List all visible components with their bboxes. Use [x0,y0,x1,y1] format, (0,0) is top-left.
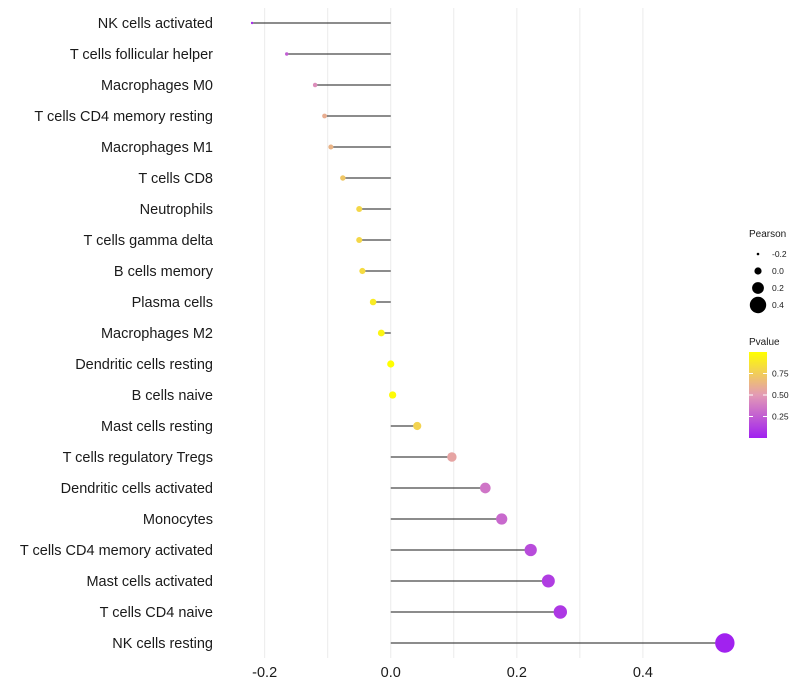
lollipop-point [359,267,366,275]
category-label: Dendritic cells activated [61,481,213,497]
size-legend-label: 0.0 [772,266,784,276]
category-label: Neutrophils [140,202,213,218]
category-label: T cells CD4 naive [100,605,213,621]
size-legend: Pearson -0.2 0.0 0.2 0.4 [749,229,787,314]
color-legend-label: 0.75 [772,369,789,379]
category-label: B cells naive [132,388,213,404]
lollipop-point [322,113,327,119]
lollipop-point [389,391,397,399]
y-axis-labels: NK cells activated T cells follicular hel… [20,16,214,652]
lollipop-point [387,360,395,368]
lollipop-point [356,236,363,244]
size-legend-label: 0.2 [772,283,784,293]
lollipop-point [328,144,334,150]
lollipop-point [369,298,377,306]
lollipop-point [377,329,385,337]
x-axis-tick-labels: -0.2 0.0 0.2 0.4 [252,665,653,681]
size-legend-key [754,267,762,275]
lollipop-point [479,482,491,494]
size-legend-key [749,296,767,314]
category-label: B cells memory [114,264,214,280]
category-label: NK cells resting [112,636,213,652]
category-label: T cells CD4 memory activated [20,543,213,559]
lollipop-point [356,205,363,213]
category-label: Macrophages M0 [101,78,213,94]
color-legend-title: Pvalue [749,337,780,348]
category-label: Monocytes [143,512,213,528]
category-label: Macrophages M1 [101,140,213,156]
x-tick-label: -0.2 [252,665,277,681]
lollipop-point [250,21,254,25]
category-label: Mast cells resting [101,419,213,435]
lollipop-point [541,574,555,588]
lollipop-points [250,21,735,653]
size-legend-title: Pearson [749,229,786,240]
size-legend-key [752,282,764,294]
category-label: T cells regulatory Tregs [63,450,213,466]
category-label: Plasma cells [132,295,213,311]
size-legend-label: 0.4 [772,300,784,310]
size-legend-key [756,252,760,256]
grid-lines [264,8,644,658]
lollipop-point [496,513,508,525]
category-label: T cells CD4 memory resting [34,109,213,125]
color-legend: Pvalue 0.75 0.50 0.25 [749,337,789,438]
category-label: T cells follicular helper [70,47,213,63]
lollipop-point [447,452,457,462]
lollipop-point [285,52,289,56]
category-label: Macrophages M2 [101,326,213,342]
x-tick-label: 0.0 [381,665,401,681]
category-label: T cells CD8 [138,171,213,187]
x-tick-label: 0.2 [507,665,527,681]
lollipop-point [340,175,346,181]
category-label: Mast cells activated [86,574,213,590]
category-label: Dendritic cells resting [75,357,213,373]
lollipop-stems [252,22,725,644]
category-label: NK cells activated [98,16,213,32]
category-label: T cells gamma delta [84,233,214,249]
lollipop-point [715,633,735,653]
lollipop-point [524,543,537,557]
color-legend-label: 0.25 [772,412,789,422]
lollipop-point [553,605,568,619]
color-legend-bar [749,352,767,438]
lollipop-point [312,82,318,88]
lollipop-point [413,421,422,431]
size-legend-label: -0.2 [772,249,787,259]
color-legend-label: 0.50 [772,390,789,400]
x-tick-label: 0.4 [633,665,653,681]
